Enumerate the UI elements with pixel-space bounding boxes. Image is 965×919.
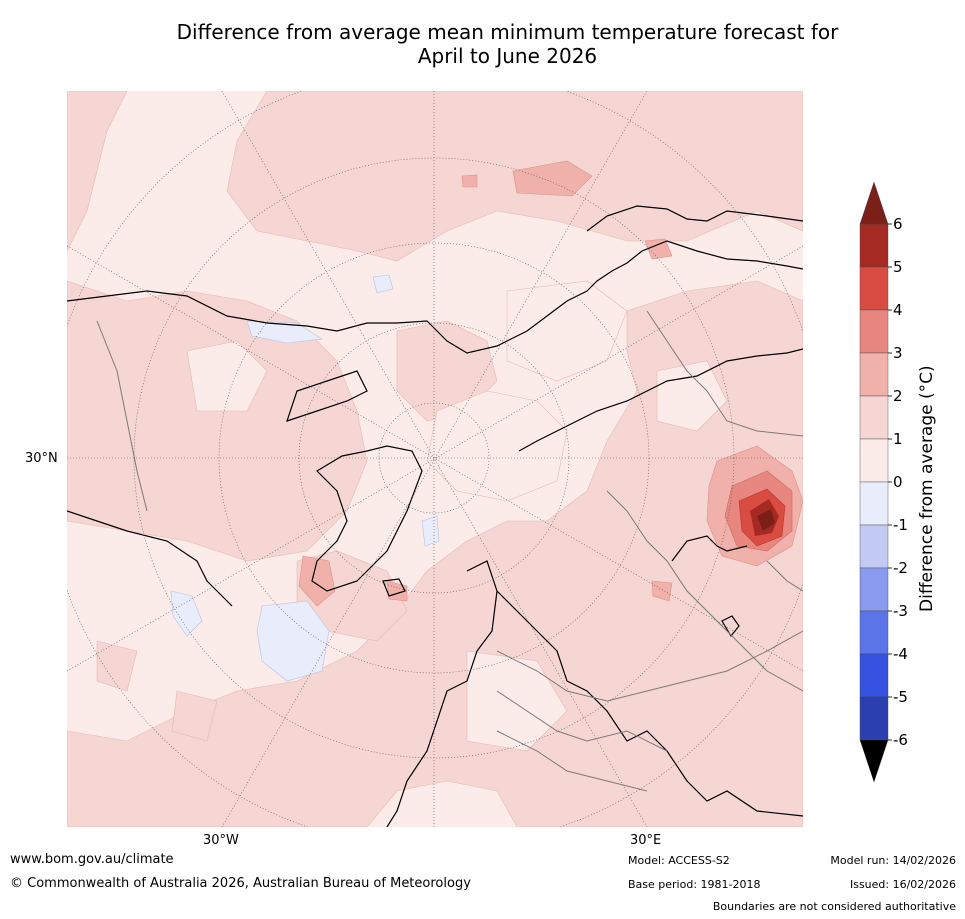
title-line-2: April to June 2026: [417, 44, 598, 68]
colorbar-tick-label: -2: [893, 559, 908, 577]
map-title: Difference from average mean minimum tem…: [60, 20, 955, 68]
colorbar-tick-label: -5: [893, 688, 908, 706]
country-borders: [96, 310, 803, 792]
anomaly-0-1-patches: [186, 280, 728, 752]
anomaly-minus-1-0-regions: [170, 274, 440, 682]
colorbar-tick-label: 1: [893, 430, 903, 448]
copyright-notice: © Commonwealth of Australia 2026, Austra…: [10, 876, 471, 891]
colorbar-block--1_0: [859, 481, 889, 526]
colorbar-title: Difference from average (°C): [917, 365, 937, 612]
colorbar-block-1_2: [859, 395, 889, 440]
colorbar-block-5_6: [859, 223, 889, 268]
model-name: Model: ACCESS-S2: [628, 854, 730, 867]
lat-label-30n: 30°N: [25, 451, 58, 466]
colorbar-block--2_-1: [859, 524, 889, 569]
anomaly-above-6-regions: [757, 509, 775, 531]
colorbar: 6 5 4 3 2 1 0 -1 -2 -3 -4 -5 -6: [859, 181, 908, 783]
colorbar-tick-label: 2: [893, 387, 903, 405]
colorbar-block--4_-3: [859, 610, 889, 655]
base-period: Base period: 1981-2018: [628, 878, 761, 891]
graticule: [67, 91, 803, 827]
colorbar-block-4_5: [859, 266, 889, 311]
model-run-date: Model run: 14/02/2026: [830, 854, 956, 867]
boundaries-disclaimer: Boundaries are not considered authoritat…: [712, 900, 956, 913]
colorbar-tick-label: -3: [893, 602, 908, 620]
website-link[interactable]: www.bom.gov.au/climate: [10, 852, 174, 867]
colorbar-tick-label: -4: [893, 645, 908, 663]
colorbar-block-3_4: [859, 309, 889, 354]
issued-date: Issued: 16/02/2026: [849, 878, 956, 891]
coastlines: [67, 205, 803, 827]
colorbar-extend-below: [859, 739, 889, 783]
lon-label-30w: 30°W: [203, 833, 239, 848]
title-line-1: Difference from average mean minimum tem…: [176, 20, 839, 44]
colorbar-tick-label: 4: [893, 301, 903, 319]
colorbar-tick-label: 5: [893, 258, 903, 276]
colorbar-block--6_-5: [859, 696, 889, 741]
colorbar-tick-label: 6: [893, 215, 903, 233]
colorbar-tick-label: -1: [893, 516, 908, 534]
colorbar-block-2_3: [859, 352, 889, 397]
colorbar-block--5_-4: [859, 653, 889, 698]
colorbar-block-0_1: [859, 438, 889, 483]
colorbar-tick-label: 3: [893, 344, 903, 362]
colorbar-extend-above: [859, 181, 889, 225]
colorbar-tick-label: -6: [893, 731, 908, 749]
forecast-map: [67, 91, 803, 827]
colorbar-block--3_-2: [859, 567, 889, 612]
lon-label-30e: 30°E: [630, 833, 662, 848]
colorbar-tick-label: 0: [893, 473, 903, 491]
